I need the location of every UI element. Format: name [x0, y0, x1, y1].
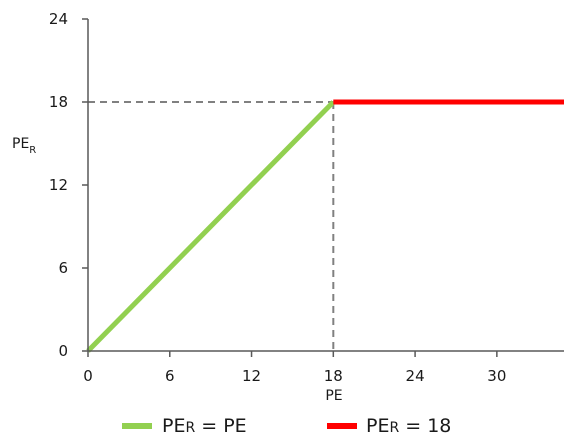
y-tick-label: 6	[58, 259, 68, 277]
reference-lines	[88, 101, 335, 351]
legend-label-green-main: PE	[162, 415, 185, 437]
series-line-green	[86, 100, 336, 353]
legend-label-red-sub: R	[389, 420, 399, 436]
legend-label-green: PER = PE	[162, 415, 247, 437]
y-tick-label: 24	[49, 10, 68, 28]
x-axis-label: PE	[325, 388, 342, 404]
legend-label-red: PER = 18	[366, 415, 451, 437]
legend: PER = PE PER = 18	[122, 415, 451, 437]
y-tick-label: 12	[49, 176, 68, 194]
legend-label-red-main: PE	[366, 415, 389, 437]
x-tick-label: 6	[165, 367, 175, 385]
x-tick-label: 18	[324, 367, 343, 385]
x-tick-label: 12	[242, 367, 261, 385]
legend-swatch-red	[327, 423, 357, 429]
tick-labels: 0 6 12 18 24 0 6 12 18 24 30	[49, 10, 506, 385]
y-axis-label: PER	[12, 136, 36, 156]
y-tick-label: 0	[58, 342, 68, 360]
y-tick-label: 18	[49, 93, 68, 111]
x-tick-label: 30	[487, 367, 506, 385]
y-axis-label-main: PE	[12, 136, 29, 152]
x-tick-label: 0	[83, 367, 93, 385]
x-tick-label: 24	[406, 367, 425, 385]
series-layer	[86, 99, 564, 353]
legend-label-red-rest: = 18	[399, 415, 451, 437]
y-axis-label-subscript: R	[29, 145, 36, 156]
axes	[82, 18, 564, 357]
legend-swatch-green	[122, 423, 152, 429]
legend-label-green-rest: = PE	[195, 415, 246, 437]
legend-label-green-sub: R	[185, 420, 195, 436]
